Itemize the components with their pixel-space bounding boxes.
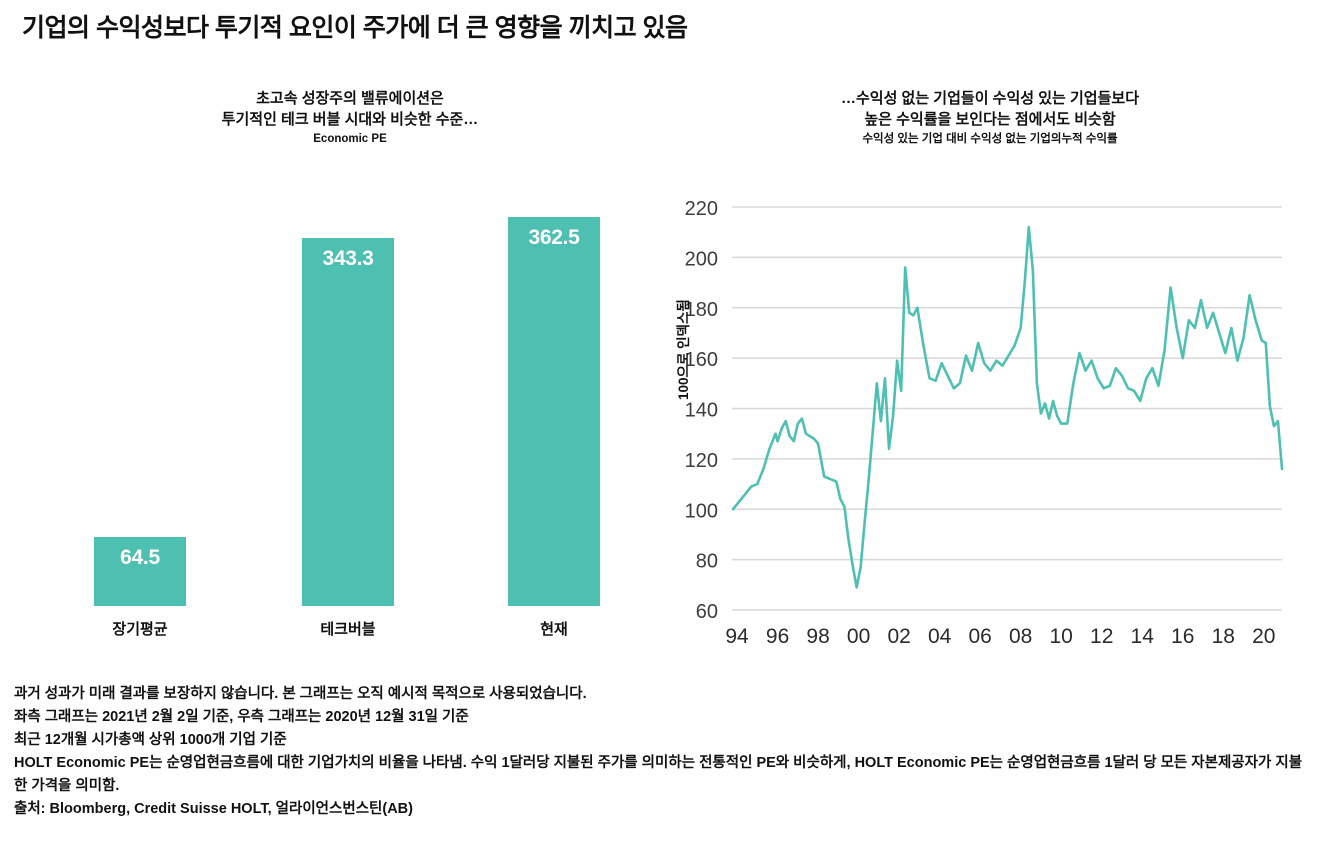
- right-chart-title-line2: 높은 수익률을 보인다는 점에서도 비슷함: [864, 111, 1116, 128]
- line-chart-y-axis-title: 100으로 인덱스됨: [676, 299, 691, 400]
- left-chart-subtitle: Economic PE: [313, 133, 387, 145]
- footnote-line: 최근 12개월 시가총액 상위 1000개 기업 기준: [14, 732, 287, 748]
- x-tick-label: 18: [1212, 625, 1235, 648]
- x-tick-label: 12: [1090, 625, 1113, 648]
- right-chart-subtitle: 수익성 있는 기업 대비 수익성 없는 기업의누적 수익률: [862, 133, 1118, 145]
- right-chart-header: …수익성 없는 기업들이 수익성 있는 기업들보다 높은 수익률을 보인다는 점…: [660, 88, 1319, 147]
- x-tick-label: 08: [1009, 625, 1032, 648]
- x-tick-label: 00: [847, 625, 870, 648]
- y-tick-label: 120: [685, 450, 718, 472]
- cumulative-return-line-chart: 60 80 100 120 140 160 180 200 220 94 96 98 00 02 04 06 0…: [660, 178, 1319, 648]
- left-chart-header: 초고속 성장주의 밸류에이션은 투기적인 테크 버블 시대와 비슷한 수준… E…: [30, 88, 670, 147]
- footnotes: 과거 성과가 미래 결과를 보장하지 않습니다. 본 그래프는 오직 예시적 목…: [14, 683, 1314, 821]
- bar-rect: 362.5 현재: [508, 217, 600, 638]
- bar-column: 64.5 장기평균: [94, 537, 186, 638]
- y-tick-label: 220: [685, 198, 718, 220]
- bar-value-label: 343.3: [322, 247, 374, 270]
- bar-column: 362.5 현재: [508, 217, 600, 638]
- bar-category-label: 현재: [540, 621, 568, 638]
- x-tick-label: 02: [887, 625, 910, 648]
- footnote-line: 좌측 그래프는 2021년 2월 2일 기준, 우측 그래프는 2020년 12…: [14, 709, 469, 725]
- y-tick-label: 80: [696, 551, 718, 573]
- economic-pe-bar-chart: 64.5 장기평균 343.3 테크버블 362.5 현재: [0, 180, 660, 650]
- y-tick-label: 160: [685, 349, 718, 371]
- x-tick-label: 04: [928, 625, 952, 648]
- footnote-line: 과거 성과가 미래 결과를 보장하지 않습니다. 본 그래프는 오직 예시적 목…: [14, 686, 587, 702]
- x-tick-label: 16: [1171, 625, 1194, 648]
- y-tick-label: 140: [685, 400, 718, 422]
- left-chart-title-line2: 투기적인 테크 버블 시대와 비슷한 수준…: [221, 111, 479, 128]
- y-tick-label: 60: [696, 601, 718, 623]
- x-tick-label: 96: [766, 625, 789, 648]
- x-tick-label: 14: [1131, 625, 1155, 648]
- page-title: 기업의 수익성보다 투기적 요인이 주가에 더 큰 영향을 끼치고 있음: [22, 14, 688, 42]
- bar-category-label: 테크버블: [320, 621, 376, 638]
- right-chart-title-line1: …수익성 없는 기업들이 수익성 있는 기업들보다: [840, 90, 1140, 107]
- bar-category-label: 장기평균: [112, 621, 168, 638]
- x-tick-label: 20: [1252, 625, 1275, 648]
- x-tick-label: 10: [1050, 625, 1073, 648]
- line-chart-svg: 60 80 100 120 140 160 180 200 220 94 96 98 00 02 04 06 0…: [685, 198, 1284, 648]
- y-tick-label: 200: [685, 248, 718, 270]
- footnote-line: HOLT Economic PE는 순영업현금흐름에 대한 기업가치의 비율을 …: [14, 755, 1303, 794]
- left-chart-title-line1: 초고속 성장주의 밸류에이션은: [256, 90, 444, 107]
- series-line: [731, 225, 1284, 589]
- footnote-line: 출처: Bloomberg, Credit Suisse HOLT, 얼라이언스…: [14, 801, 413, 817]
- x-tick-label: 94: [725, 625, 749, 648]
- bar-column: 343.3 테크버블: [302, 238, 394, 638]
- bar-value-label: 362.5: [528, 226, 580, 249]
- x-tick-label: 06: [968, 625, 991, 648]
- y-tick-label: 180: [685, 299, 718, 321]
- y-tick-label: 100: [685, 500, 718, 522]
- bar-value-label: 64.5: [120, 546, 160, 569]
- bar-rect: 343.3 테크버블: [302, 238, 394, 638]
- bar-rect: 64.5 장기평균: [94, 537, 186, 638]
- x-tick-label: 98: [806, 625, 829, 648]
